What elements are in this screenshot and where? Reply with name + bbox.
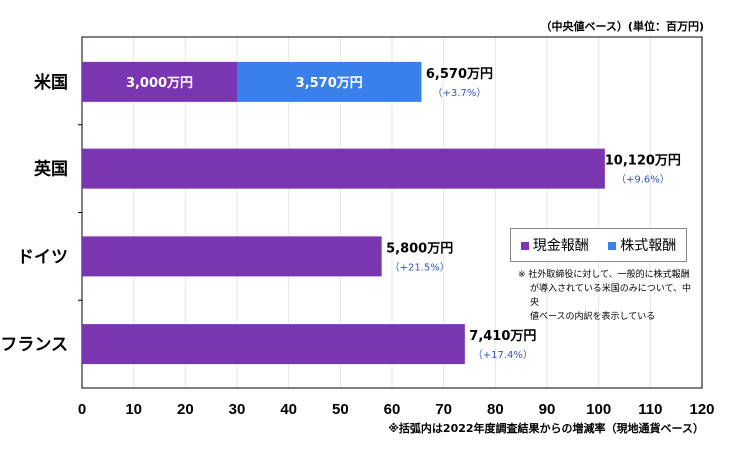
x-tick-label: 20 [177, 401, 194, 418]
total-label: 7,410万円 [469, 329, 536, 344]
x-tick-label: 100 [586, 401, 611, 418]
change-label: （+9.6%） [616, 174, 670, 186]
change-label: （+17.4%） [473, 349, 533, 361]
total-label: 5,800万円 [386, 241, 453, 256]
note-line: ※ 社外取締役に対して、一般的に株式報酬 [518, 270, 690, 280]
total-label: 10,120万円 [605, 154, 681, 169]
legend-note: ※ 社外取締役に対して、一般的に株式報酬 が導入されている米国のみについて、中央… [518, 268, 693, 324]
y-tick-label: ドイツ [17, 247, 68, 267]
note-line: 値ベースの内訳を表示している [530, 312, 656, 322]
x-tick-label: 50 [332, 401, 349, 418]
footnote: ※括弧内は2022年度調査結果からの増減率（現地通貨ベース） [388, 422, 704, 435]
x-tick-label: 60 [384, 401, 401, 418]
total-label: 6,570万円 [426, 67, 493, 82]
bar-cash [82, 236, 382, 277]
unit-note: （中央値ベース）(単位：百万円) [540, 20, 704, 33]
legend-item-cash: 現金報酬 [520, 235, 589, 255]
x-tick-label: 0 [78, 401, 86, 418]
x-tick-label: 40 [280, 401, 297, 418]
bar-cash [82, 148, 605, 189]
x-tick-label: 10 [125, 401, 142, 418]
legend-item-stock: 株式報酬 [608, 235, 676, 255]
change-label: （+3.7%） [433, 87, 487, 99]
x-tick-label: 110 [638, 401, 662, 418]
legend-swatch [520, 242, 529, 250]
bar-stock [237, 61, 422, 102]
legend-swatch [608, 242, 617, 250]
segment-label: 3,570万円 [296, 76, 363, 91]
bar-cash [82, 324, 465, 365]
legend: 現金報酬 株式報酬 [510, 228, 687, 262]
change-label: （+21.5%） [390, 261, 450, 273]
bar-cash [82, 61, 237, 102]
x-tick-label: 30 [229, 401, 246, 418]
x-tick-label: 70 [435, 401, 452, 418]
x-tick-label: 80 [487, 401, 504, 418]
segment-label: 3,000万円 [126, 76, 193, 91]
y-tick-label: 米国 [34, 72, 68, 93]
y-tick-label: 英国 [34, 159, 68, 180]
x-tick-label: 90 [539, 401, 556, 418]
y-tick-label: フランス [0, 335, 68, 355]
note-line: が導入されている米国のみについて、中央 [530, 284, 692, 308]
x-tick-label: 120 [689, 401, 714, 418]
